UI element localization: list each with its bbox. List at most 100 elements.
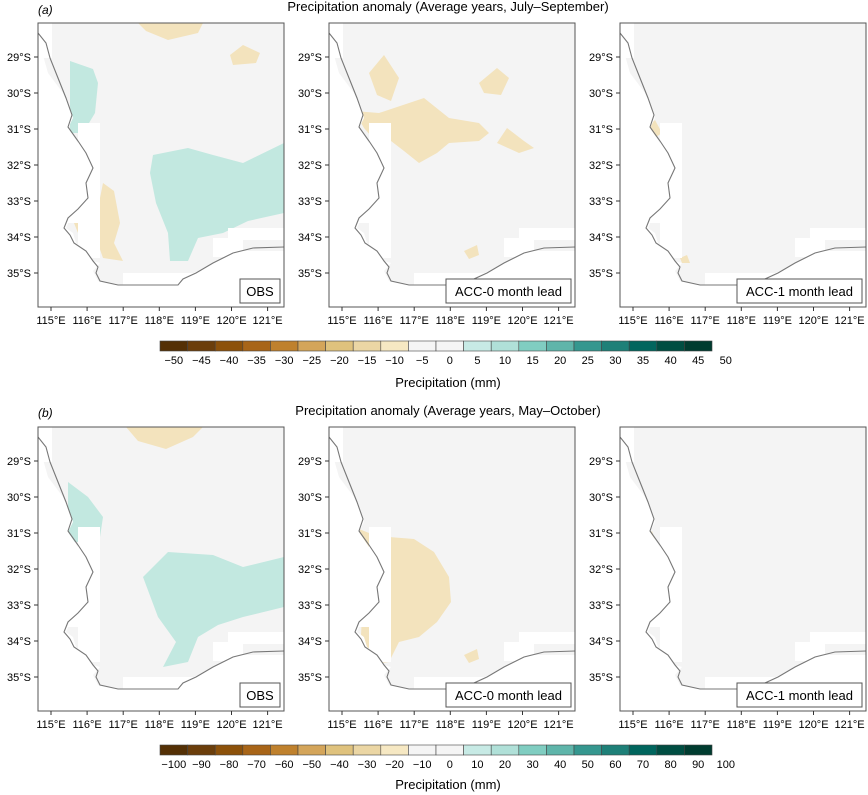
lat-tick-label: 30°S — [298, 88, 322, 100]
colorbar-tick-label: 30 — [526, 759, 538, 771]
lon-tick-label: 120°E — [798, 719, 828, 731]
lat-tick-label: 34°S — [589, 636, 613, 648]
colorbar-tick-label: −30 — [275, 355, 294, 367]
no-data-block-7 — [810, 228, 866, 240]
lat-tick-label: 32°S — [298, 160, 322, 172]
lon-tick-label: 115°E — [327, 315, 356, 327]
colorbar-swatch — [546, 744, 575, 756]
lat-tick-label: 30°S — [589, 492, 613, 504]
colorbar-tick-label: −30 — [358, 759, 377, 771]
colorbar-tick-label: 10 — [499, 355, 511, 367]
colorbar-tick-label: 20 — [554, 355, 566, 367]
lon-tick-label: 116°E — [654, 315, 683, 327]
panel-a-map-1: 29°S 30°S 31°S 32°S 33°S 34°S 35°S 115°E 116°E 11… — [7, 22, 285, 327]
lat-tick-label: 31°S — [589, 528, 613, 540]
lon-tick-label: 119°E — [472, 719, 501, 731]
lon-tick-label: 116°E — [654, 719, 683, 731]
no-data-block-6 — [504, 642, 534, 661]
no-data-block-1 — [38, 427, 52, 462]
lon-tick-label: 121°E — [253, 719, 283, 731]
panel-a-map-3-plot — [620, 23, 866, 307]
map-label-box — [445, 278, 572, 304]
lon-tick-label: 121°E — [544, 315, 574, 327]
colorbar-swatch — [159, 340, 188, 352]
lon-tick-label: 120°E — [507, 315, 537, 327]
panel-a-map-2-plot — [329, 23, 575, 307]
colorbar-tick-label: −20 — [385, 759, 404, 771]
panel-a-map-3: 29°S 30°S 31°S 32°S 33°S 34°S 35°S 115°E 116°E 11… — [589, 22, 867, 327]
anomaly-region-3 — [150, 143, 284, 261]
no-data-block-1 — [38, 23, 52, 58]
panel-b-map-3-plot — [620, 427, 866, 711]
lat-tick-label: 29°S — [298, 456, 322, 468]
lon-tick-label: 120°E — [216, 315, 246, 327]
panel-b-map-1: 29°S 30°S 31°S 32°S 33°S 34°S 35°S 115°E 116°E 11… — [7, 426, 285, 731]
no-data-block-7 — [519, 632, 575, 644]
colorbar-swatch — [270, 340, 299, 352]
lat-tick-label: 34°S — [589, 232, 613, 244]
lat-tick-label: 30°S — [7, 88, 31, 100]
no-data-block-5 — [123, 677, 213, 711]
colorbar-tick-label: 60 — [609, 759, 621, 771]
no-data-block-1 — [329, 427, 343, 462]
no-data-block-4 — [68, 602, 98, 627]
colorbar-tick-label: −45 — [192, 355, 211, 367]
colorbar-swatch — [601, 340, 630, 352]
colorbar-swatch — [490, 340, 520, 352]
lon-tick-label: 117°E — [109, 315, 138, 327]
colorbar-swatch — [408, 744, 437, 756]
lon-tick-label: 119°E — [472, 315, 501, 327]
no-data-block-1 — [620, 23, 634, 58]
map-label-box — [239, 682, 281, 708]
colorbar-swatch — [187, 744, 216, 756]
lon-tick-label: 120°E — [507, 719, 537, 731]
lon-tick-label: 119°E — [181, 315, 210, 327]
lat-tick-label: 34°S — [7, 636, 31, 648]
lat-tick-label: 35°S — [589, 268, 613, 280]
colorbar-tick-label: −40 — [330, 759, 349, 771]
colorbar-tick-label: −40 — [220, 355, 239, 367]
no-data-block-1 — [329, 23, 343, 58]
colorbar-swatch — [242, 744, 271, 756]
colorbar-tick-label: 25 — [582, 355, 594, 367]
anomaly-region-2 — [464, 649, 479, 663]
colorbar-swatch — [573, 340, 602, 352]
colorbar-swatch — [408, 340, 437, 352]
lon-tick-label: 115°E — [327, 719, 356, 731]
map-label: OBS — [246, 688, 274, 703]
panel-b-colorbar: −100 −90 −80 −70 −60 −50 −40 −30 −20 −10 0 10 20 30 40… — [159, 744, 735, 771]
lat-tick-label: 29°S — [7, 52, 31, 64]
colorbar-swatch — [518, 744, 547, 756]
lat-tick-label: 33°S — [298, 196, 322, 208]
no-data-block-6 — [795, 642, 825, 661]
lat-tick-label: 31°S — [7, 528, 31, 540]
colorbar-tick-label: −80 — [220, 759, 239, 771]
map-label: ACC-0 month lead — [455, 688, 562, 703]
no-data-block-7 — [810, 632, 866, 644]
no-data-block-6 — [213, 238, 243, 257]
colorbar-swatch — [601, 744, 630, 756]
lat-tick-label: 35°S — [298, 672, 322, 684]
colorbar-tick-label: −100 — [161, 759, 186, 771]
lat-tick-label: 29°S — [298, 52, 322, 64]
lon-tick-label: 119°E — [763, 719, 792, 731]
colorbar-swatch — [242, 340, 271, 352]
panel-b-map-2-plot — [329, 427, 575, 711]
lat-tick-label: 34°S — [298, 232, 322, 244]
map-label: ACC-1 month lead — [746, 688, 853, 703]
colorbar-swatch — [187, 340, 216, 352]
panel-b-map-3: 29°S 30°S 31°S 32°S 33°S 34°S 35°S 115°E 116°E 11… — [589, 426, 867, 731]
no-data-block-4 — [359, 602, 389, 627]
panel-a-colorbar: −50 −45 −40 −35 −30 −25 −20 −15 −10 −5 0 5 10 15 20 25 3… — [159, 340, 732, 367]
lat-tick-label: 29°S — [7, 456, 31, 468]
coastline — [329, 436, 575, 690]
colorbar-swatch — [435, 744, 464, 756]
coastline — [38, 32, 284, 286]
colorbar-swatch — [463, 340, 492, 352]
no-data-block-7 — [519, 228, 575, 240]
coastline — [38, 436, 284, 690]
colorbar-tick-label: −50 — [164, 355, 183, 367]
colorbar-tick-label: −25 — [302, 355, 321, 367]
colorbar-swatch — [214, 340, 244, 352]
colorbar-tick-label: 20 — [499, 759, 511, 771]
